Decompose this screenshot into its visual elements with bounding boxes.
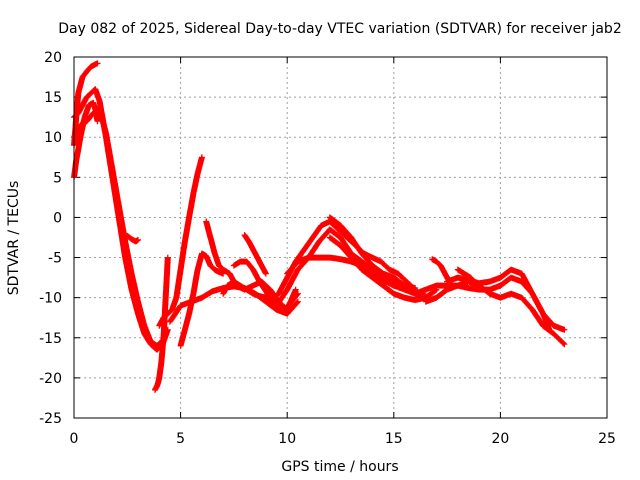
plot-frame bbox=[73, 56, 608, 419]
y-tick-label: 20 bbox=[44, 50, 62, 66]
x-tick-label: 15 bbox=[385, 431, 403, 447]
series-markers bbox=[124, 232, 141, 245]
series-track-23 bbox=[454, 266, 487, 293]
series-markers bbox=[241, 232, 269, 277]
x-axis-label: GPS time / hours bbox=[281, 459, 398, 475]
series-track-5 bbox=[124, 232, 141, 245]
y-tick-label: 0 bbox=[53, 210, 62, 226]
y-tick-label: -20 bbox=[39, 371, 62, 387]
series-track-7 bbox=[156, 154, 205, 329]
x-tick-label: 0 bbox=[70, 431, 79, 447]
x-tick-label: 10 bbox=[278, 431, 296, 447]
series-track-8 bbox=[177, 250, 227, 349]
series-markers bbox=[326, 234, 440, 304]
y-tick-label: -25 bbox=[39, 411, 62, 427]
y-tick-label: -15 bbox=[39, 331, 62, 347]
tick-labels: 0 5 10 15 20 25 -25 -20 -15 -10 -5 0 5 10 15 20 bbox=[39, 50, 616, 447]
series-track-15 bbox=[273, 226, 419, 309]
chart-title: Day 082 of 2025, Sidereal Day-to-day VTE… bbox=[58, 21, 621, 37]
y-tick-label: 5 bbox=[53, 170, 62, 186]
series-track-18 bbox=[326, 234, 440, 304]
series-markers bbox=[454, 266, 487, 293]
y-tick-label: -10 bbox=[39, 291, 62, 307]
y-tick-label: 10 bbox=[44, 130, 62, 146]
y-tick-label: -5 bbox=[48, 251, 62, 267]
grid bbox=[74, 57, 607, 418]
series-markers bbox=[156, 154, 205, 329]
series-track-13 bbox=[241, 232, 269, 277]
x-tick-label: 5 bbox=[176, 431, 185, 447]
x-tick-label: 20 bbox=[491, 431, 509, 447]
series-markers bbox=[273, 226, 419, 309]
series-track-12 bbox=[220, 278, 269, 301]
data-marks bbox=[71, 60, 568, 393]
series-markers bbox=[220, 278, 269, 301]
series-markers bbox=[177, 250, 227, 349]
x-tick-label: 25 bbox=[598, 431, 616, 447]
y-tick-label: 15 bbox=[44, 90, 62, 106]
y-axis-label: SDTVAR / TECUs bbox=[6, 181, 22, 296]
